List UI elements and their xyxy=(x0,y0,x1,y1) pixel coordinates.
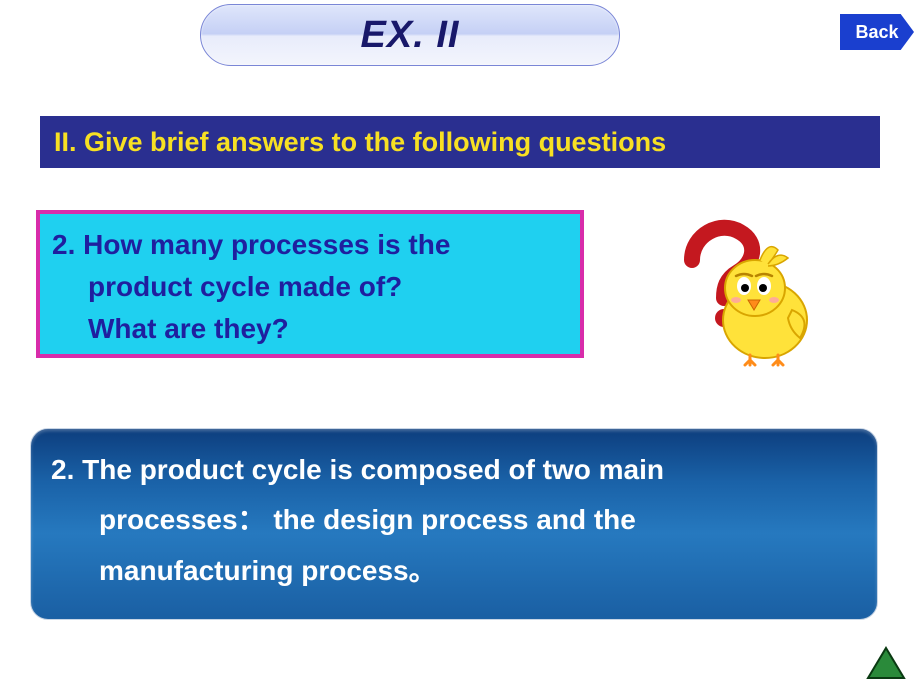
question-box: 2. How many processes is the product cyc… xyxy=(36,210,584,358)
section-header: II. Give brief answers to the following … xyxy=(40,116,880,168)
section-heading-text: II. Give brief answers to the following … xyxy=(54,127,666,158)
slide-title-pill: EX. II xyxy=(200,4,620,66)
answer-line-3: manufacturing process。 xyxy=(51,546,857,596)
question-line-2: product cycle made of? xyxy=(52,266,568,308)
answer-line-2: processes： the design process and the xyxy=(51,495,857,545)
back-button-label: Back xyxy=(855,22,898,43)
slide-title: EX. II xyxy=(361,14,460,57)
question-line-1: 2. How many processes is the xyxy=(52,224,568,266)
next-nav-button[interactable] xyxy=(866,646,906,680)
question-line-3: What are they? xyxy=(52,308,568,350)
back-button[interactable]: Back xyxy=(840,14,914,50)
answer-line-1: 2. The product cycle is composed of two … xyxy=(51,445,857,495)
answer-box: 2. The product cycle is composed of two … xyxy=(30,428,878,620)
question-mascot-icon xyxy=(660,210,820,370)
